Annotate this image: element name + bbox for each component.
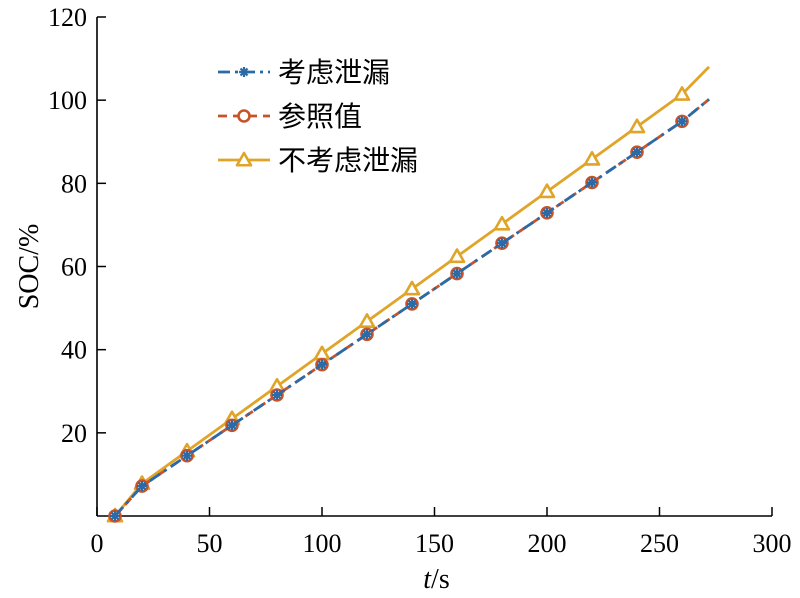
x-tick-label: 0	[91, 529, 104, 558]
y-tick-label: 80	[61, 169, 87, 198]
y-axis-title: SOC/%	[14, 224, 45, 310]
data-point	[632, 147, 642, 158]
data-point	[538, 183, 556, 199]
data-point	[407, 298, 417, 309]
legend-label: 不考虑泄漏	[278, 144, 418, 177]
series-line	[113, 98, 710, 517]
data-point	[272, 389, 282, 400]
x-axis-title: t/s	[423, 564, 449, 595]
y-tick-label: 20	[61, 419, 87, 448]
data-point	[137, 481, 147, 492]
x-axis-variable: t	[423, 564, 432, 595]
data-point	[583, 150, 601, 166]
data-point	[358, 313, 376, 328]
x-tick-label: 150	[415, 529, 454, 558]
x-tick-label: 200	[528, 529, 567, 558]
axes	[96, 17, 772, 517]
legend-label: 考虑泄漏	[278, 56, 390, 89]
legend-marker	[239, 67, 249, 77]
data-point	[673, 86, 691, 101]
ticks: 0 50 100 150 200 250 300 20 40 60 80 100 120	[48, 3, 792, 558]
y-tick-label: 100	[48, 86, 87, 115]
data-point	[110, 511, 120, 521]
data-point	[452, 268, 462, 279]
legend-entry: 不考虑泄漏	[218, 144, 418, 177]
data-point	[317, 359, 327, 370]
legend-marker	[237, 109, 251, 123]
legend-entry: 考虑泄漏	[218, 56, 390, 89]
y-tick-label: 120	[48, 3, 87, 32]
x-tick-label: 250	[640, 529, 679, 558]
series-layer	[106, 65, 710, 523]
data-point	[587, 177, 597, 188]
x-tick-label: 50	[197, 529, 223, 558]
data-point	[677, 116, 687, 127]
legend-marker	[235, 151, 253, 167]
data-point	[182, 450, 192, 461]
data-point	[362, 329, 372, 340]
data-point	[542, 207, 552, 218]
data-point	[227, 420, 237, 431]
data-point	[628, 118, 646, 134]
y-tick-label: 40	[61, 336, 87, 365]
x-tick-label: 100	[303, 529, 342, 558]
data-point	[403, 280, 421, 296]
data-point	[497, 238, 507, 249]
legend-label: 参照值	[278, 100, 362, 133]
series-3	[106, 65, 710, 523]
x-tick-label: 300	[753, 529, 792, 558]
data-point	[448, 248, 466, 264]
x-axis-unit: /s	[431, 564, 450, 595]
y-tick-label: 60	[61, 253, 87, 282]
legend-entry: 参照值	[218, 100, 362, 133]
series-1	[110, 98, 710, 521]
data-point	[493, 215, 511, 231]
